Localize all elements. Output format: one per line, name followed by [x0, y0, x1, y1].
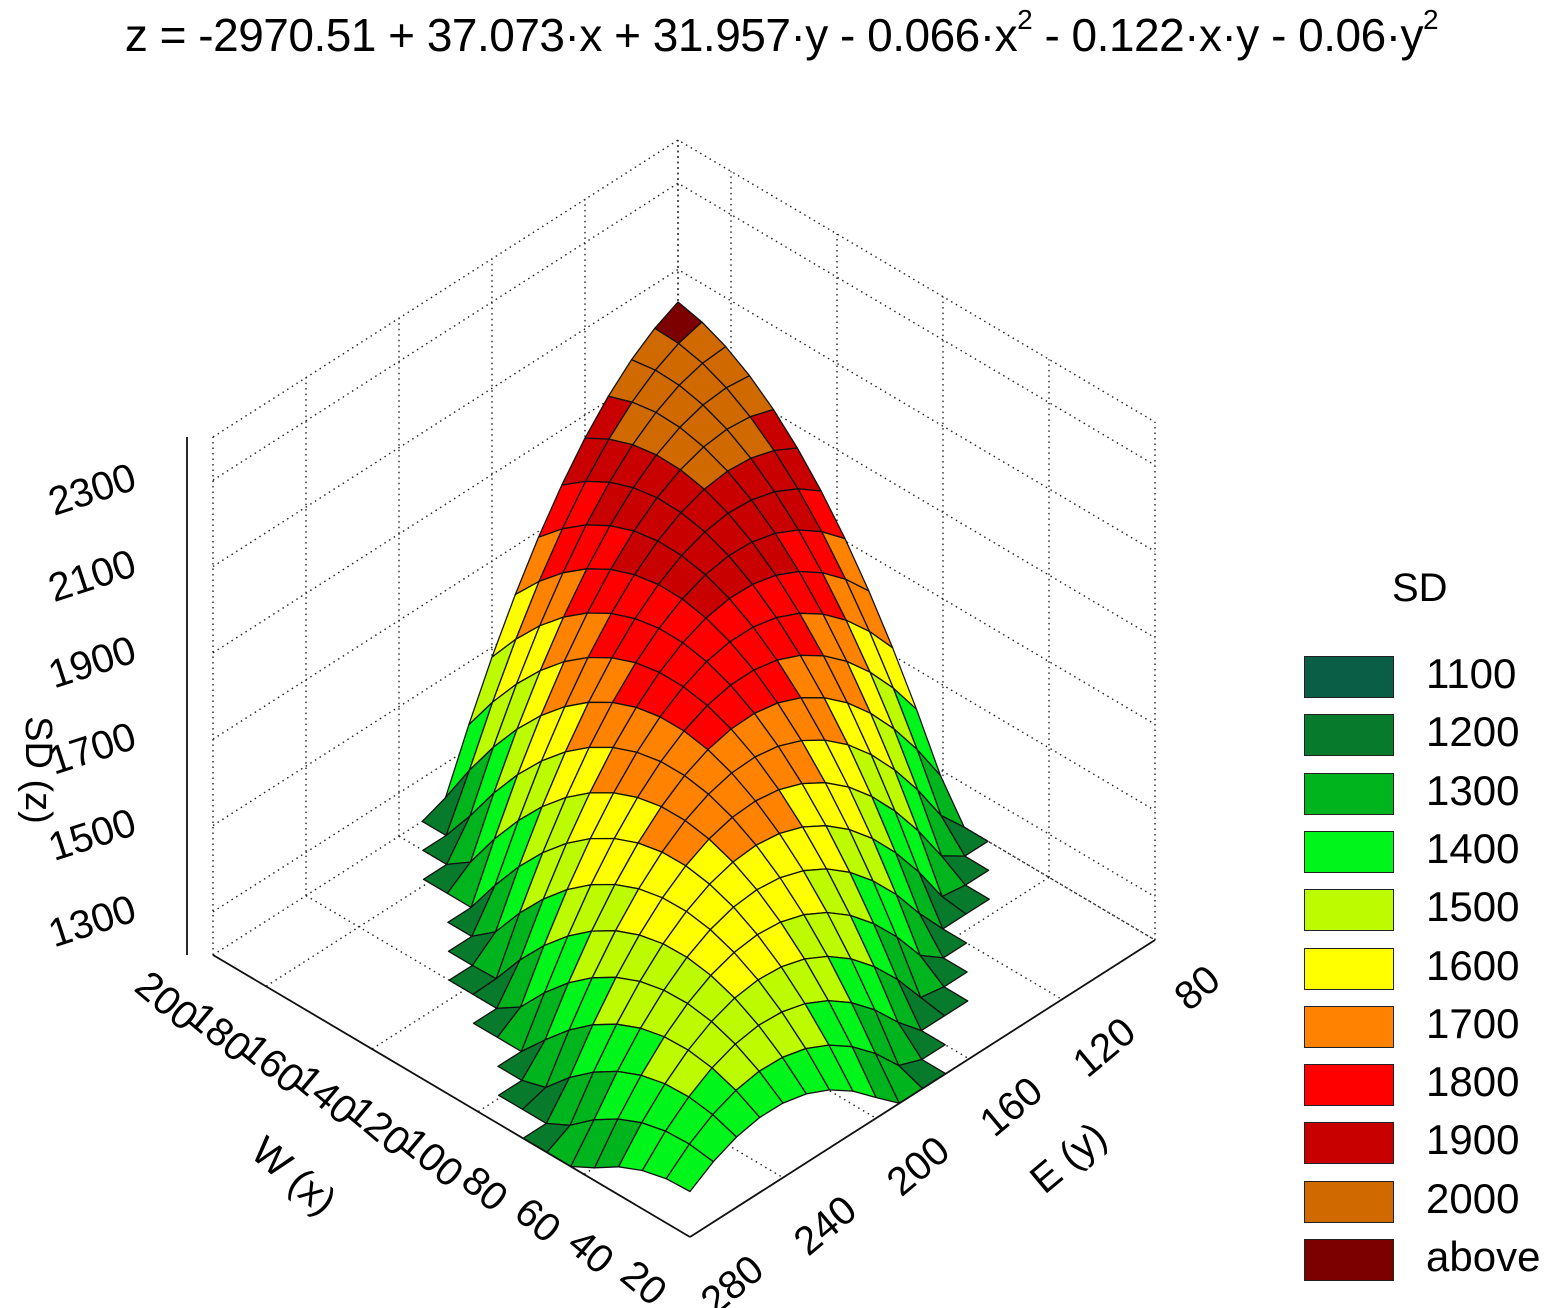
legend-item: 1700 [1304, 1000, 1563, 1052]
y-tick-label: 120 [1065, 1009, 1144, 1086]
legend-label: 1400 [1426, 824, 1520, 872]
legend-label: 1500 [1426, 883, 1520, 931]
legend-title: SD [1392, 566, 1448, 610]
legend-swatch [1304, 947, 1394, 990]
legend-swatch [1304, 1239, 1394, 1281]
x-axis-title: W (x) [243, 1129, 344, 1224]
legend-item: 1400 [1304, 825, 1563, 877]
y-tick-label: 240 [786, 1187, 865, 1264]
z-tick-label: 2300 [43, 455, 141, 524]
z-tick-label: 2100 [43, 542, 141, 611]
legend-swatch [1304, 772, 1394, 815]
legend-swatch [1304, 1122, 1394, 1165]
y-axis-title: E (y) [1022, 1114, 1115, 1202]
x-tick-label: 20 [612, 1252, 674, 1308]
legend-item: 1200 [1304, 708, 1563, 760]
axis-lines [186, 437, 1156, 1238]
legend-item: above [1304, 1233, 1563, 1285]
legend-label: 1300 [1426, 766, 1520, 814]
z-tick-label: 1300 [43, 887, 141, 956]
legend-swatch [1304, 889, 1394, 932]
legend-item: 1100 [1304, 650, 1563, 702]
legend-swatch [1304, 1180, 1394, 1223]
legend-label: 1200 [1426, 708, 1520, 756]
z-tick-label: 1900 [43, 628, 141, 697]
legend-label: above [1426, 1233, 1541, 1280]
y-tick-label: 200 [879, 1128, 958, 1205]
y-tick-label: 160 [972, 1069, 1051, 1146]
x-tick-label: 60 [506, 1189, 568, 1251]
legend-swatch [1304, 656, 1394, 698]
response-surface [421, 301, 990, 1193]
chart-title: z = -2970.51 + 37.073·x + 31.957·y - 0.0… [124, 4, 1439, 62]
legend-item: 2000 [1304, 1175, 1563, 1227]
legend-item: 1800 [1304, 1058, 1563, 1110]
legend-item: 1600 [1304, 942, 1563, 994]
legend-label: 1600 [1426, 941, 1520, 989]
z-axis-title: SD (z) [17, 716, 59, 824]
legend-swatch [1304, 1005, 1394, 1048]
y-tick-label: 280 [693, 1247, 772, 1308]
legend-swatch [1304, 714, 1394, 757]
legend-label: 1100 [1426, 650, 1517, 697]
legend-label: 2000 [1426, 1174, 1520, 1222]
legend-swatch [1304, 830, 1394, 873]
legend-item: 1300 [1304, 767, 1563, 819]
legend-swatch [1304, 1064, 1394, 1107]
legend-label: 1700 [1426, 999, 1520, 1047]
legend-item: 1500 [1304, 883, 1563, 935]
legend-label: 1900 [1426, 1116, 1520, 1164]
y-tick-label: 80 [1166, 957, 1228, 1019]
legend-item: 1900 [1304, 1116, 1563, 1168]
legend-label: 1800 [1426, 1058, 1520, 1106]
x-tick-label: 40 [559, 1221, 621, 1283]
